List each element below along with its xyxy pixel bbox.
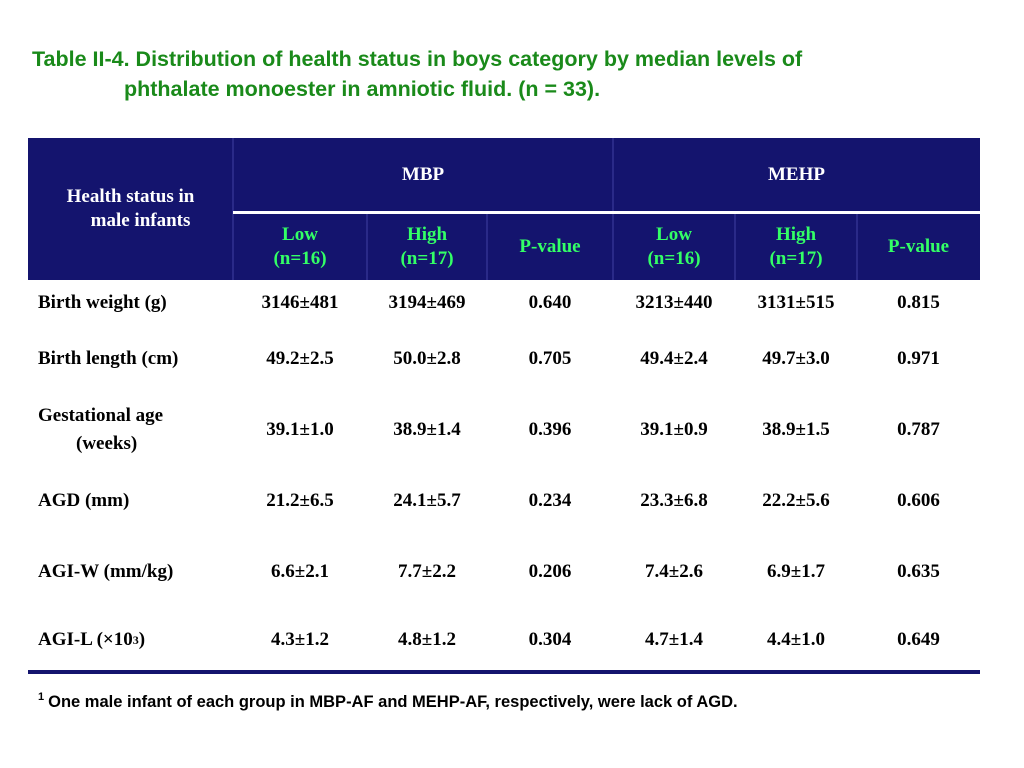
subheader-line: High [406,224,448,245]
table-title: Table II-4. Distribution of health statu… [32,44,992,104]
cell-value: 0.396 [528,419,572,440]
row-label: Birth weight (g) [28,280,233,326]
cell-value: 4.8±1.2 [398,629,456,650]
cell-value: 23.3±6.8 [640,490,708,511]
cell-value: 7.7±2.2 [398,561,456,582]
table-row-gestational-age: Gestational age (weeks) 39.1±1.0 38.9±1.4… [28,392,980,468]
divider [366,214,368,280]
cell-value: 0.206 [528,561,572,582]
cell-value: 24.1±5.7 [393,490,461,511]
cell-value: 38.9±1.4 [393,419,461,440]
table-row-agi-l: AGI-L (×10 3) 4.3±1.2 4.8±1.2 0.304 4.7±1… [28,610,980,670]
subheader-line: (n=17) [769,248,823,269]
cell-value: 39.1±0.9 [640,419,708,440]
footnote: 1 One male infant of each group in MBP-AF… [38,691,738,712]
row-label-text: AGD (mm) [38,490,130,511]
subheader-line: (n=16) [647,248,701,269]
corner-header: Health status in male infants [28,138,233,280]
row-label-text: ) [138,629,146,650]
cell-value: 38.9±1.5 [762,419,830,440]
row-label: AGI-W (mm/kg) [28,534,233,610]
corner-header-line-2: male infants [90,210,191,231]
cell-value: 49.2±2.5 [266,348,334,369]
row-label-superscript: 3 [132,633,139,647]
table-row-agi-w: AGI-W (mm/kg) 6.6±2.1 7.7±2.2 0.206 7.4±… [28,534,980,610]
row-label-text: Birth length (cm) [38,348,179,369]
cell-value: 3146±481 [261,292,339,313]
corner-header-line-1: Health status in [66,186,195,207]
subheader-line: High [775,224,817,245]
subheader-mbp-pvalue: P-value [487,214,613,280]
subheader-line: Low [282,224,318,245]
cell-value: 0.635 [897,561,940,582]
cell-value: 0.971 [897,348,940,369]
row-label: Gestational age (weeks) [28,392,233,468]
subheader-mehp-high: High (n=17) [735,214,857,280]
row-label: Birth length (cm) [28,326,233,392]
subheader-mbp-high: High (n=17) [367,214,487,280]
cell-value: 22.2±5.6 [762,490,830,511]
divider [612,138,614,280]
cell-value: 6.9±1.7 [767,561,825,582]
cell-value: 0.815 [897,292,940,313]
row-label-text: (weeks) [76,433,138,454]
cell-value: 0.640 [528,292,572,313]
subheader-line: (n=16) [273,248,327,269]
divider [856,214,858,280]
table-bottom-rule [28,670,980,674]
divider [734,214,736,280]
cell-value: 0.304 [528,629,572,650]
header-separator [233,211,980,214]
cell-value: 7.4±2.6 [645,561,703,582]
row-label-text: Birth weight (g) [38,292,167,313]
group-header-mbp: MBP [401,163,445,185]
row-label-text: AGI-L (×10 [38,629,133,650]
cell-value: 49.7±3.0 [762,348,830,369]
row-label: AGI-L (×10 3) [28,610,233,670]
subheader-mehp-low: Low (n=16) [613,214,735,280]
cell-value: 49.4±2.4 [640,348,708,369]
subheader-mbp-low: Low (n=16) [233,214,367,280]
subheader-mehp-pvalue: P-value [857,214,980,280]
cell-value: 50.0±2.8 [393,348,461,369]
table-row-agd: AGD (mm) 21.2±6.5 24.1±5.7 0.234 23.3±6.… [28,468,980,534]
row-label-text: Gestational age [38,405,164,426]
cell-value: 3194±469 [388,292,466,313]
row-label-text: AGI-W (mm/kg) [38,561,174,582]
table-header: Health status in male infants MBP MEHP L… [28,138,980,280]
cell-value: 39.1±1.0 [266,419,334,440]
cell-value: 21.2±6.5 [266,490,334,511]
cell-value: 4.4±1.0 [767,629,825,650]
cell-value: 0.705 [528,348,572,369]
cell-value: 0.234 [528,490,572,511]
group-header-mehp: MEHP [768,163,825,185]
cell-value: 3131±515 [757,292,835,313]
table-row-birth-weight: Birth weight (g) 3146±481 3194±469 0.640… [28,280,980,326]
title-line-1: Table II-4. Distribution of health statu… [32,47,803,71]
cell-value: 0.606 [897,490,940,511]
row-label: AGD (mm) [28,468,233,534]
cell-value: 0.649 [897,629,940,650]
divider [232,138,234,280]
table-row-birth-length: Birth length (cm) 49.2±2.5 50.0±2.8 0.70… [28,326,980,392]
subheader-line: P-value [519,236,581,257]
cell-value: 6.6±2.1 [271,561,329,582]
cell-value: 0.787 [897,419,940,440]
divider [486,214,488,280]
subheader-line: (n=17) [400,248,454,269]
footnote-marker: 1 [38,691,45,703]
cell-value: 4.7±1.4 [645,629,703,650]
title-line-2: phthalate monoester in amniotic fluid. (… [124,77,601,101]
cell-value: 4.3±1.2 [271,629,329,650]
data-table: Health status in male infants MBP MEHP L… [28,138,980,674]
footnote-text: One male infant of each group in MBP-AF … [48,693,738,711]
subheader-line: Low [656,224,692,245]
cell-value: 3213±440 [635,292,713,313]
subheader-line: P-value [887,236,950,257]
